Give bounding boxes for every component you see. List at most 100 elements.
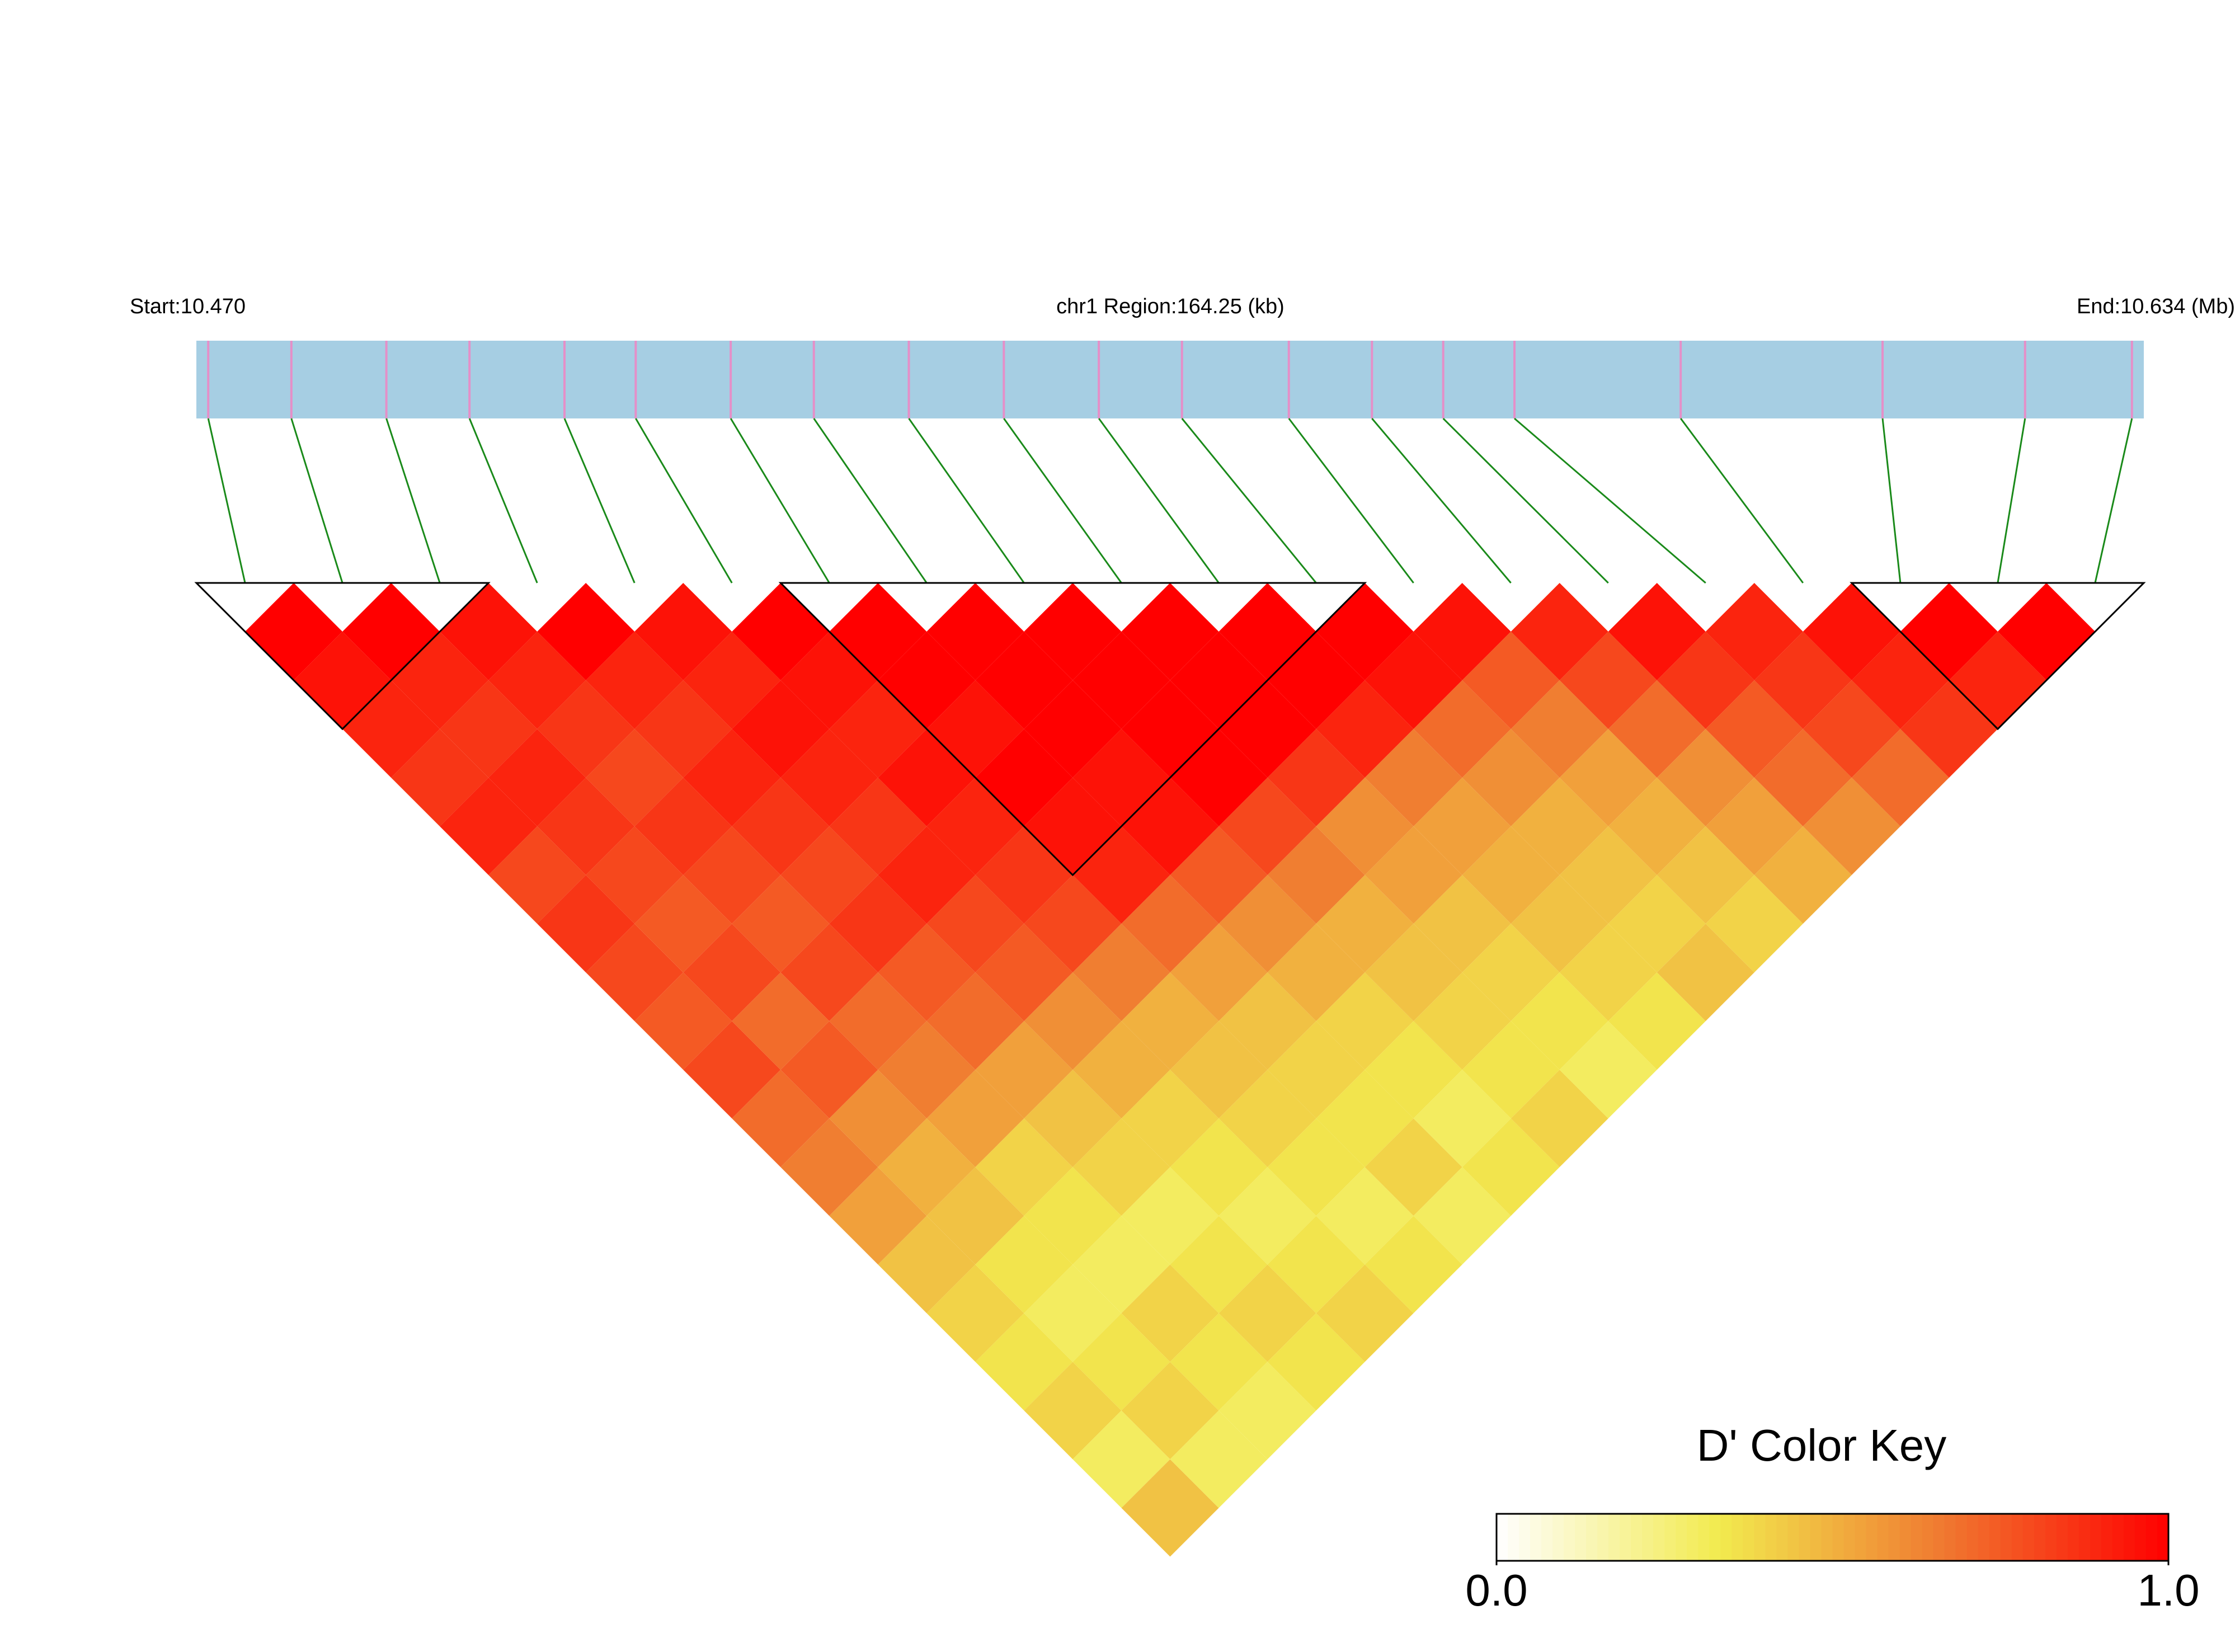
- snp-connector: [207, 418, 246, 583]
- snp-connector: [1003, 418, 1122, 583]
- ld-cell: [1316, 583, 1414, 681]
- ld-cell: [1657, 826, 1754, 924]
- color-key-swatch: [2022, 1514, 2035, 1561]
- ld-cell: [488, 729, 586, 827]
- ld-cell: [1413, 1070, 1511, 1168]
- color-key-swatch: [1530, 1514, 1542, 1561]
- ld-cell: [926, 875, 1024, 973]
- snp-connector: [1181, 418, 1317, 583]
- ld-cell: [1364, 826, 1462, 924]
- ld-cell: [926, 583, 1024, 681]
- color-key-swatch: [2045, 1514, 2057, 1561]
- snp-connector: [1514, 417, 1706, 584]
- ld-cell: [1072, 729, 1170, 827]
- ld-cell: [1267, 1313, 1365, 1411]
- ld-cell: [1511, 875, 1608, 973]
- ld-cell: [1267, 826, 1365, 924]
- color-key-swatch: [1698, 1514, 1710, 1561]
- ld-cell: [1170, 924, 1268, 1022]
- ld-cell: [1413, 1167, 1511, 1265]
- region-label: chr1 Region:164.25 (kb): [1056, 295, 1284, 318]
- color-key-swatch: [1508, 1514, 1520, 1561]
- snp-connector: [908, 418, 1025, 583]
- ld-cell: [1072, 1216, 1170, 1314]
- ld-cell: [1024, 1070, 1122, 1168]
- ld-cell: [440, 778, 538, 876]
- ld-cell: [975, 729, 1073, 827]
- color-key-swatch: [1676, 1514, 1688, 1561]
- color-key-swatch: [1978, 1514, 1990, 1561]
- color-key-swatch: [1564, 1514, 1576, 1561]
- color-key-swatch: [1608, 1514, 1621, 1561]
- color-key-swatch: [1664, 1514, 1677, 1561]
- ld-cell: [488, 826, 586, 924]
- ld-cell: [1170, 1313, 1268, 1411]
- key-title: D' Color Key: [1697, 1420, 1947, 1470]
- color-key-swatch: [1866, 1514, 1878, 1561]
- ld-cell: [1267, 729, 1365, 827]
- ld-cell: [1072, 1118, 1170, 1216]
- ld-cell: [1218, 1362, 1316, 1460]
- snp-connector: [1881, 418, 1902, 583]
- ld-cell: [1413, 583, 1511, 681]
- ld-cell: [634, 778, 732, 876]
- ld-cell: [1316, 778, 1414, 876]
- ld-cell: [926, 1167, 1024, 1265]
- color-key-swatch: [1821, 1514, 1833, 1561]
- ld-cell: [829, 1070, 927, 1168]
- ld-cell: [1705, 875, 1803, 973]
- ld-cell: [829, 875, 927, 973]
- ld-cell: [1608, 778, 1706, 876]
- color-key-swatch: [2101, 1514, 2113, 1561]
- color-key-swatch: [1888, 1514, 1900, 1561]
- ld-cell: [245, 583, 343, 681]
- color-key-swatch: [1653, 1514, 1665, 1561]
- ld-cell: [683, 826, 781, 924]
- color-key-swatch: [1586, 1514, 1598, 1561]
- color-key-tick-label: 1.0: [2137, 1565, 2199, 1615]
- color-key-swatch: [1597, 1514, 1610, 1561]
- ld-cell: [926, 1264, 1024, 1362]
- color-key-swatch: [1754, 1514, 1766, 1561]
- ld-cell: [1121, 972, 1219, 1070]
- ld-cell: [780, 1118, 878, 1216]
- ld-cell: [1267, 1216, 1365, 1314]
- color-key-swatch: [1743, 1514, 1755, 1561]
- snp-connector: [1997, 418, 2026, 583]
- ld-cell: [1559, 826, 1657, 924]
- snp-bar: [196, 341, 2144, 418]
- ld-cell: [683, 632, 781, 729]
- color-key-swatch: [2123, 1514, 2135, 1561]
- color-key-swatch: [1687, 1514, 1699, 1561]
- ld-cell: [1024, 875, 1122, 973]
- ld-cell: [1072, 1410, 1170, 1508]
- snp-connector: [1679, 418, 1804, 583]
- color-key-tick-label: 0.0: [1465, 1565, 1527, 1615]
- ld-block: [778, 582, 1367, 877]
- ld-cell: [1364, 1021, 1462, 1119]
- color-key-swatch: [1631, 1514, 1643, 1561]
- ld-cell: [1121, 1459, 1219, 1557]
- ld-cell: [1803, 778, 1900, 876]
- ld-cell: [1413, 680, 1511, 778]
- end-label: End:10.634 (Mb): [2077, 295, 2235, 318]
- color-key-swatch: [1575, 1514, 1587, 1561]
- color-key-frame: [1495, 1513, 2170, 1562]
- ld-cell: [1803, 583, 1900, 681]
- color-key-swatch: [1709, 1514, 1721, 1561]
- ld-cell: [1072, 924, 1170, 1022]
- ld-cell: [1511, 680, 1608, 778]
- ld-cell: [1218, 972, 1316, 1070]
- snp-connector: [635, 418, 733, 583]
- ld-cell: [1511, 778, 1608, 876]
- ld-cell: [1170, 1118, 1268, 1216]
- ld-cell: [878, 1216, 976, 1314]
- ld-cell: [1072, 826, 1170, 924]
- ld-cell: [926, 972, 1024, 1070]
- ld-cell: [1559, 729, 1657, 827]
- ld-cell: [1511, 583, 1608, 681]
- ld-cell: [1462, 1118, 1560, 1216]
- ld-cell: [975, 826, 1073, 924]
